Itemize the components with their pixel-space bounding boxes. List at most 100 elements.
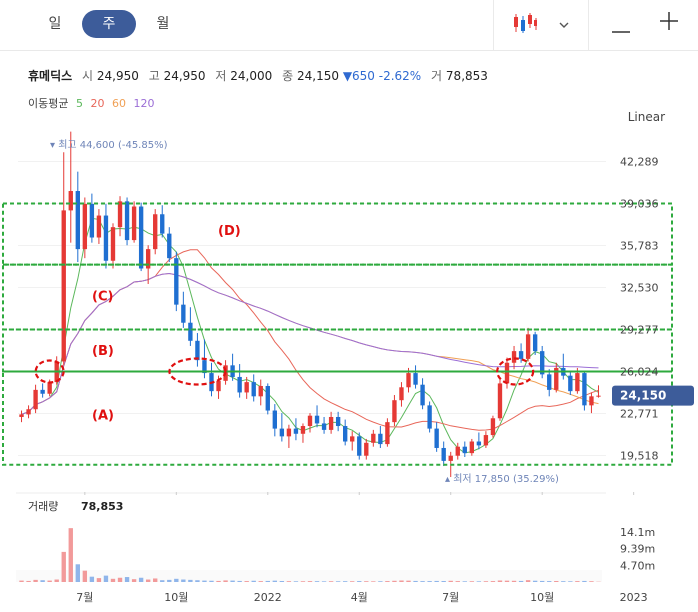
minus-icon[interactable] (612, 19, 630, 38)
volume-label: 거 (431, 69, 443, 83)
candle-body (392, 400, 397, 423)
period-tabs: 일 주 월 (0, 0, 698, 51)
candle-body (385, 422, 390, 445)
close-label: 종 (282, 69, 294, 83)
volume-bar (448, 580, 453, 582)
volume-value: 78,853 (81, 500, 123, 513)
volume-bar (153, 578, 158, 582)
candle-body (103, 215, 109, 261)
candle-body (40, 389, 45, 394)
current-price-label: 24,150 (620, 389, 666, 403)
highlight-ellipse (168, 357, 227, 386)
volume-bar (110, 578, 116, 582)
candle-body (188, 322, 193, 341)
candle-body (138, 206, 144, 269)
candle-body (153, 214, 158, 250)
moving-average-line-20 (21, 249, 599, 431)
volume-bar (561, 581, 566, 582)
volume-bar (582, 580, 587, 582)
candle-body (33, 389, 38, 410)
candle-body (75, 191, 80, 250)
current-price-tag (612, 385, 694, 406)
zone-box (2, 263, 673, 331)
volume-bar (174, 578, 179, 582)
volume-bar (399, 580, 404, 582)
tab-monthly[interactable]: 월 (156, 16, 170, 32)
candle-body (244, 382, 249, 393)
high-value: 24,950 (163, 69, 206, 83)
plus-icon[interactable] (660, 12, 678, 34)
candle-body (265, 385, 270, 411)
volume-bar (265, 580, 270, 582)
ma-60-label[interactable]: 60 (111, 97, 126, 110)
open-label: 시 (82, 69, 94, 83)
candle-body (455, 446, 460, 456)
time-tick-label: 7월 (76, 591, 93, 604)
candle-body (554, 367, 559, 390)
volume-bar (378, 581, 383, 582)
candle-body (378, 433, 383, 445)
tab-daily[interactable]: 일 (48, 16, 62, 32)
ma-20-label[interactable]: 20 (90, 97, 105, 110)
price-tick-label: 29,277 (620, 323, 659, 336)
stock-name: 휴메딕스 (28, 69, 73, 83)
volume-bar (504, 580, 510, 582)
volume-bar (547, 581, 552, 582)
volume-bar (19, 580, 24, 582)
tab-weekly[interactable]: 주 (82, 10, 136, 38)
volume-bar (167, 579, 172, 582)
moving-average-label: 이동평균 (28, 97, 69, 110)
candle-body (399, 387, 404, 401)
ma-5-label[interactable]: 5 (75, 97, 83, 110)
candle-body (202, 360, 207, 374)
candle-body (117, 201, 123, 228)
volume-bar (554, 581, 559, 582)
volume-bar (314, 581, 320, 582)
price-tick-label: 32,530 (620, 281, 659, 294)
volume-bar (490, 581, 496, 582)
volume-bar (209, 580, 214, 582)
low-marker-label: ▴ 최저 17,850 (35.29%) (445, 473, 559, 485)
candle-body (251, 382, 256, 397)
volume-bar (47, 580, 52, 582)
volume-bar (511, 580, 517, 582)
volume-bar (525, 580, 531, 582)
chevron-down-icon[interactable] (558, 15, 570, 34)
candle-body (314, 415, 320, 424)
volume-bar (160, 580, 165, 582)
volume-bar (117, 577, 123, 582)
zone-box (2, 328, 673, 373)
volume-label: 거래량 (28, 500, 58, 513)
ma-120-label[interactable]: 120 (133, 97, 155, 110)
volume-bar (483, 581, 489, 582)
highlight-ellipse (34, 359, 65, 384)
candle-body (342, 426, 348, 442)
scale-selector[interactable]: Linear (627, 110, 665, 124)
volume-bar (413, 580, 418, 582)
candle-body (434, 428, 439, 448)
candle-body (441, 447, 446, 461)
candle-body (26, 409, 31, 415)
candle-body (237, 376, 242, 393)
volume-bar (258, 581, 263, 582)
candle-body (518, 351, 524, 359)
volume-bar (575, 581, 580, 582)
highlight-ellipse (496, 357, 535, 386)
candle-body (195, 340, 200, 361)
time-tick-label: 4월 (351, 591, 368, 604)
candle-body (511, 351, 517, 363)
volume-bar (350, 581, 355, 582)
volume-bar (364, 581, 369, 582)
moving-average-legend: 이동평균 5 20 60 120 (28, 95, 154, 111)
volume-bar (75, 564, 80, 582)
close-value: 24,150 (296, 69, 339, 83)
volume-bar (441, 581, 446, 582)
volume-bar (279, 581, 285, 582)
candle-body (462, 446, 467, 454)
volume-bar (434, 580, 439, 582)
candlestick-icon[interactable] (512, 12, 538, 38)
candle-body (589, 396, 594, 406)
volume-bar (131, 579, 137, 582)
volume-tick-label: 4.70m (620, 559, 655, 572)
